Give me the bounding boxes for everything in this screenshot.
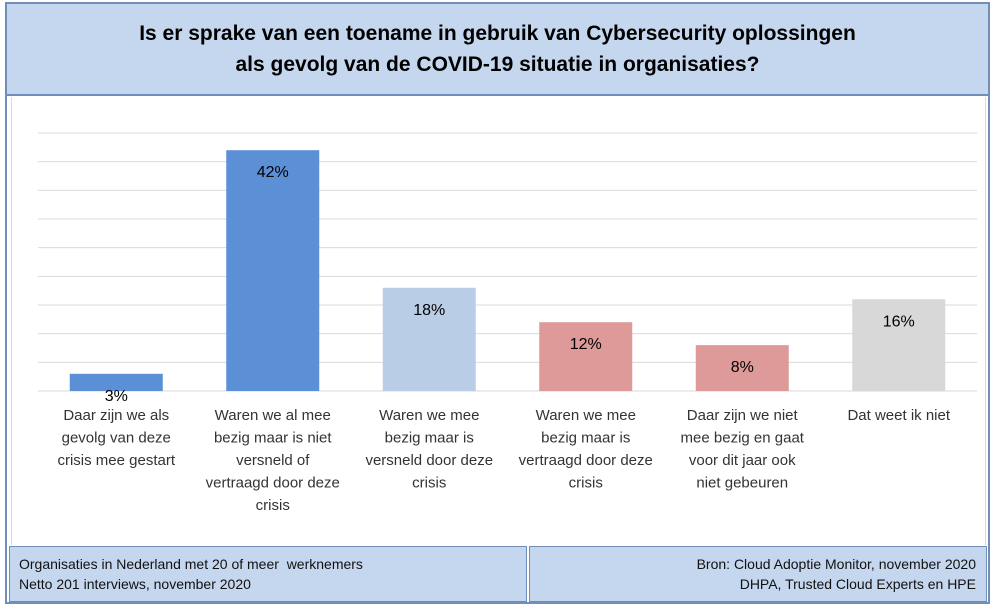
footer-left-line-1: Organisaties in Nederland met 20 of meer… [19,556,363,572]
footer-sample-info: Organisaties in Nederland met 20 of meer… [9,546,527,602]
bar-2 [226,150,320,391]
bar-3 [382,287,476,391]
category-label-line: Daar zijn we niet [687,407,799,424]
footer-right-line-1: Bron: Cloud Adoptie Monitor, november 20… [696,556,976,572]
category-label-2: Waren we al mee bezig maar is niet versnel… [206,407,340,514]
category-label-line: voor dit jaar ook [689,452,796,469]
footer-left-line-2: Netto 201 interviews, november 2020 [19,576,251,592]
chart-title-line-1: Is er sprake van een toename in gebruik … [139,22,856,45]
footer-source-info: Bron: Cloud Adoptie Monitor, november 20… [529,546,987,602]
category-label-line: versneld of [236,452,310,469]
bars [69,150,946,391]
bar-1 [69,373,163,391]
category-label-line: gevolg van deze [62,430,171,447]
bar-5 [695,345,789,391]
category-label-line: Waren we mee [379,407,479,424]
category-label-line: crisis [569,475,603,492]
category-label-line: Waren we mee [536,407,636,424]
chart-header: Is er sprake van een toename in gebruik … [5,2,990,96]
category-label-line: crisis [412,475,446,492]
data-label-5: 8% [731,359,754,376]
data-label-3: 18% [413,302,445,319]
category-label-line: vertraagd door deze [519,452,653,469]
footer-right-line-2: DHPA, Trusted Cloud Experts en HPE [739,576,976,592]
category-label-4: Waren we mee bezig maar is vertraagd door … [519,407,653,492]
gridlines [38,132,977,392]
chart-title-line-2: als gevolg van de COVID-19 situatie in o… [235,53,760,76]
category-label-line: bezig maar is niet [214,430,332,447]
category-label-line: Waren we al mee [215,407,331,424]
category-label-5: Daar zijn we niet mee bezig en gaat voor d… [681,407,805,492]
category-label-line: niet gebeuren [696,475,788,492]
data-labels: 3% 42% 18% 12% 8% 16% [105,164,915,405]
data-label-2: 42% [257,164,289,181]
category-labels: Daar zijn we als gevolg van deze crisis me… [57,407,950,514]
data-label-1: 3% [105,388,128,405]
category-label-line: Dat weet ik niet [847,407,950,424]
category-label-line: vertraagd door deze [206,475,340,492]
category-label-line: crisis [256,497,290,514]
bar-chart: 3% 42% 18% 12% 8% 16% Daar zijn we als gevolg … [38,132,977,514]
category-label-1: Daar zijn we als gevolg van deze crisis me… [57,407,175,469]
data-label-4: 12% [570,336,602,353]
category-label-line: mee bezig en gaat [681,430,805,447]
category-label-line: bezig maar is [541,430,630,447]
category-label-line: crisis mee gestart [57,452,175,469]
category-label-3: Waren we mee bezig maar is versneld door d… [365,407,493,492]
data-label-6: 16% [883,313,915,330]
category-label-line: Daar zijn we als [63,407,169,424]
category-label-line: bezig maar is [385,430,474,447]
category-label-6: Dat weet ik niet [847,407,950,424]
chart-frame [5,2,990,604]
bar-6 [852,299,946,391]
bar-4 [539,322,633,391]
plot-area: 3% 42% 18% 12% 8% 16% Daar zijn we als gevolg … [11,97,986,545]
category-label-line: versneld door deze [365,452,493,469]
